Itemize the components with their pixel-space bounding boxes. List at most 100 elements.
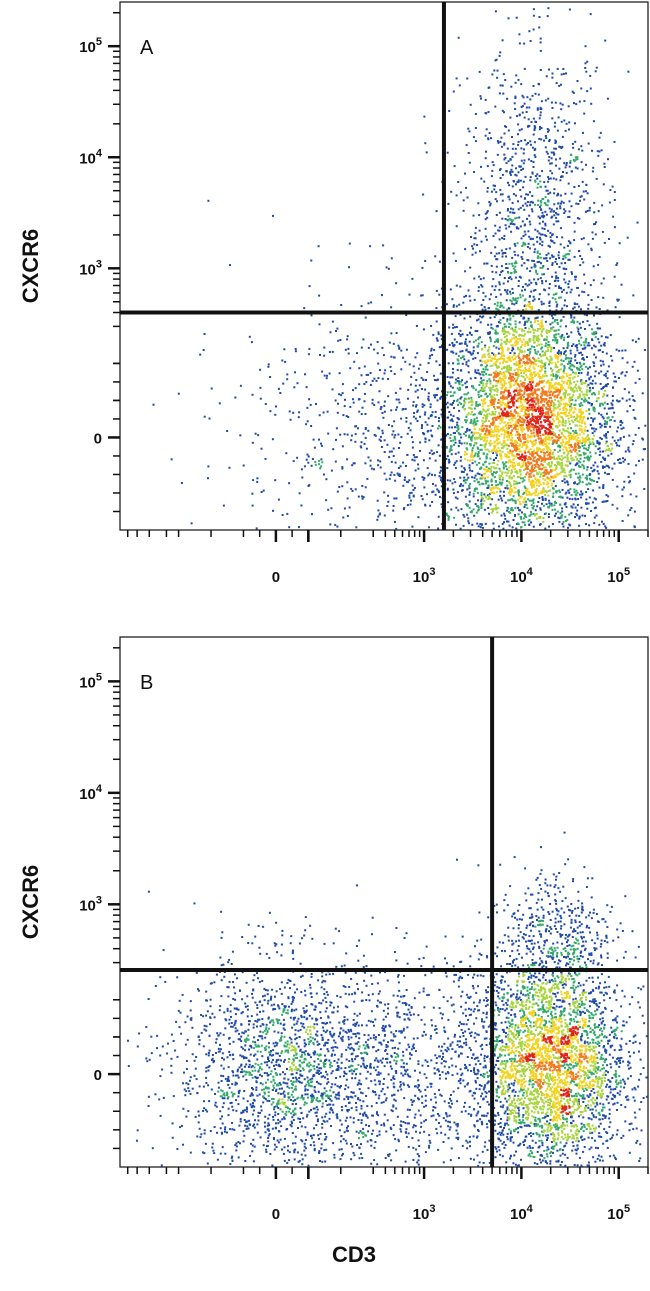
event-dot bbox=[446, 406, 449, 409]
event-dot bbox=[459, 433, 462, 436]
event-dot bbox=[487, 323, 490, 326]
event-dot bbox=[593, 507, 596, 510]
event-dot bbox=[551, 369, 554, 371]
event-dot bbox=[512, 315, 515, 318]
event-dot bbox=[612, 215, 615, 218]
event-dot bbox=[536, 320, 539, 322]
event-dot bbox=[475, 401, 478, 403]
event-dot bbox=[486, 262, 489, 265]
event-dot bbox=[546, 445, 549, 448]
event-dot bbox=[567, 450, 570, 453]
event-dot bbox=[501, 237, 504, 240]
event-dot bbox=[536, 472, 538, 475]
event-dot bbox=[552, 451, 555, 454]
event-dot bbox=[533, 149, 536, 151]
event-dot bbox=[602, 395, 605, 398]
event-dot bbox=[606, 394, 609, 397]
event-dot bbox=[483, 386, 486, 389]
event-dot bbox=[506, 320, 509, 323]
event-dot bbox=[517, 492, 520, 495]
event-dot bbox=[447, 517, 450, 520]
event-dot bbox=[479, 250, 481, 253]
event-dot bbox=[507, 181, 509, 184]
event-dot bbox=[522, 462, 525, 465]
event-dot bbox=[306, 453, 309, 456]
event-dot bbox=[472, 247, 474, 250]
event-dot bbox=[601, 500, 604, 503]
event-dot bbox=[454, 259, 457, 262]
event-dot bbox=[454, 461, 457, 464]
event-dot bbox=[575, 512, 578, 515]
event-dot bbox=[566, 342, 569, 345]
event-dot bbox=[578, 433, 581, 436]
event-dot bbox=[526, 376, 529, 379]
event-dot bbox=[523, 491, 526, 494]
event-dot bbox=[579, 441, 582, 444]
event-dot bbox=[486, 434, 489, 436]
event-dot bbox=[484, 235, 487, 238]
event-dot bbox=[514, 482, 517, 485]
event-dot bbox=[602, 386, 605, 388]
event-dot bbox=[348, 266, 350, 269]
event-dot bbox=[350, 434, 353, 437]
event-dot bbox=[511, 327, 514, 330]
event-dot bbox=[535, 337, 538, 340]
event-dot bbox=[367, 373, 370, 376]
event-dot bbox=[528, 327, 531, 330]
event-dot bbox=[559, 368, 562, 371]
event-dot bbox=[493, 389, 496, 392]
event-dot bbox=[387, 378, 390, 380]
event-dot bbox=[540, 376, 543, 379]
event-dot bbox=[507, 208, 509, 210]
event-dot bbox=[591, 328, 593, 331]
event-dot bbox=[564, 166, 567, 169]
event-dot bbox=[588, 402, 591, 405]
event-dot bbox=[453, 435, 456, 438]
event-dot bbox=[469, 469, 471, 472]
event-dot bbox=[521, 111, 524, 114]
event-dot bbox=[470, 453, 473, 455]
event-dot bbox=[452, 371, 454, 374]
event-dot bbox=[457, 425, 460, 428]
event-dot bbox=[377, 426, 380, 429]
event-dot bbox=[288, 482, 291, 485]
event-dot bbox=[477, 344, 480, 347]
event-dot bbox=[554, 142, 557, 144]
event-dot bbox=[515, 455, 518, 458]
event-dot bbox=[496, 511, 499, 514]
event-dot bbox=[487, 496, 490, 499]
event-dot bbox=[440, 438, 443, 441]
event-dot bbox=[519, 339, 522, 342]
event-dot bbox=[564, 413, 567, 416]
event-dot bbox=[508, 368, 511, 371]
event-dot bbox=[558, 167, 561, 170]
event-dot bbox=[524, 139, 527, 142]
event-dot bbox=[486, 395, 489, 398]
event-dot bbox=[382, 416, 385, 419]
event-dot bbox=[430, 325, 433, 327]
event-dot bbox=[558, 424, 561, 427]
event-dot bbox=[536, 177, 539, 180]
event-dot bbox=[530, 481, 533, 484]
event-dot bbox=[511, 302, 514, 305]
event-dot bbox=[369, 245, 372, 248]
event-dot bbox=[528, 247, 531, 250]
event-dot bbox=[554, 469, 557, 472]
event-dot bbox=[600, 460, 603, 463]
event-dot bbox=[541, 471, 544, 474]
event-dot bbox=[547, 252, 550, 255]
event-dot bbox=[370, 301, 373, 304]
event-dot bbox=[582, 432, 585, 435]
event-dot bbox=[491, 462, 494, 465]
event-dot bbox=[450, 332, 453, 335]
event-dot bbox=[393, 497, 396, 500]
event-dot bbox=[566, 481, 569, 484]
event-dot bbox=[504, 79, 507, 81]
event-dot bbox=[412, 489, 415, 491]
event-dot bbox=[569, 408, 572, 411]
event-dot bbox=[598, 523, 601, 526]
event-dot bbox=[458, 441, 461, 444]
event-dot bbox=[564, 436, 566, 439]
event-dot bbox=[477, 338, 480, 341]
event-dot bbox=[502, 378, 505, 381]
